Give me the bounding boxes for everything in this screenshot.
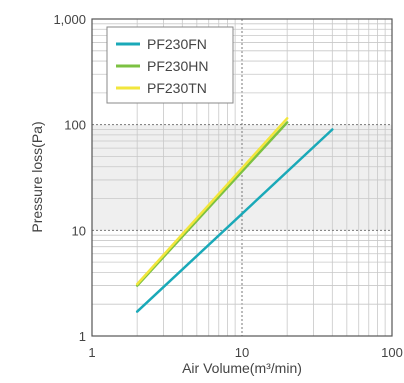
y-tick-label: 100 (64, 118, 86, 133)
legend-label: PF230HN (147, 58, 208, 74)
x-tick-label: 10 (235, 345, 249, 360)
y-tick-label: 1,000 (53, 12, 86, 27)
series-lines (135, 117, 334, 313)
legend: PF230FN PF230HN PF230TN (106, 26, 234, 104)
legend-label: PF230TN (147, 80, 207, 96)
y-axis-label: Pressure loss(Pa) (29, 121, 45, 232)
x-tick-labels: 1 10 100 (88, 345, 402, 360)
x-axis-label: Air Volume(m³/min) (182, 360, 302, 376)
x-tick-label: 1 (88, 345, 95, 360)
y-tick-label: 1 (79, 329, 86, 344)
series-line-pf230fn (135, 128, 334, 313)
series-line-pf230hn (135, 121, 289, 287)
legend-label: PF230FN (147, 36, 207, 52)
y-tick-label: 10 (72, 223, 86, 238)
y-tick-labels: 1 10 100 1,000 (53, 12, 86, 344)
x-tick-label: 100 (381, 345, 403, 360)
plot-frame (91, 18, 393, 337)
series-line-pf230tn (135, 117, 289, 286)
